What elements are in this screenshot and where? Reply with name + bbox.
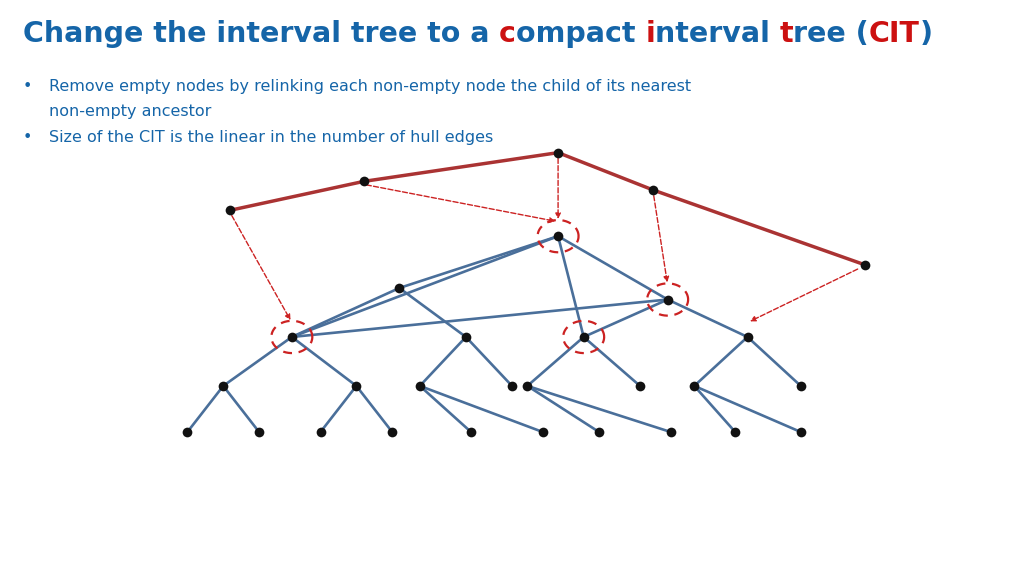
Text: i: i [645, 20, 655, 48]
Text: ree (: ree ( [794, 20, 869, 48]
Text: •: • [23, 79, 32, 94]
Text: Remove empty nodes by relinking each non-empty node the child of its nearest: Remove empty nodes by relinking each non… [49, 79, 691, 94]
Text: •: • [23, 130, 32, 145]
Text: ompact: ompact [516, 20, 645, 48]
Text: Size of the CIT is the linear in the number of hull edges: Size of the CIT is the linear in the num… [49, 130, 494, 145]
Text: c: c [499, 20, 516, 48]
Text: Change the interval tree to a: Change the interval tree to a [23, 20, 499, 48]
Text: ): ) [920, 20, 933, 48]
Text: nterval: nterval [655, 20, 779, 48]
Text: non-empty ancestor: non-empty ancestor [49, 104, 212, 119]
Text: CIT: CIT [869, 20, 920, 48]
Text: t: t [779, 20, 794, 48]
